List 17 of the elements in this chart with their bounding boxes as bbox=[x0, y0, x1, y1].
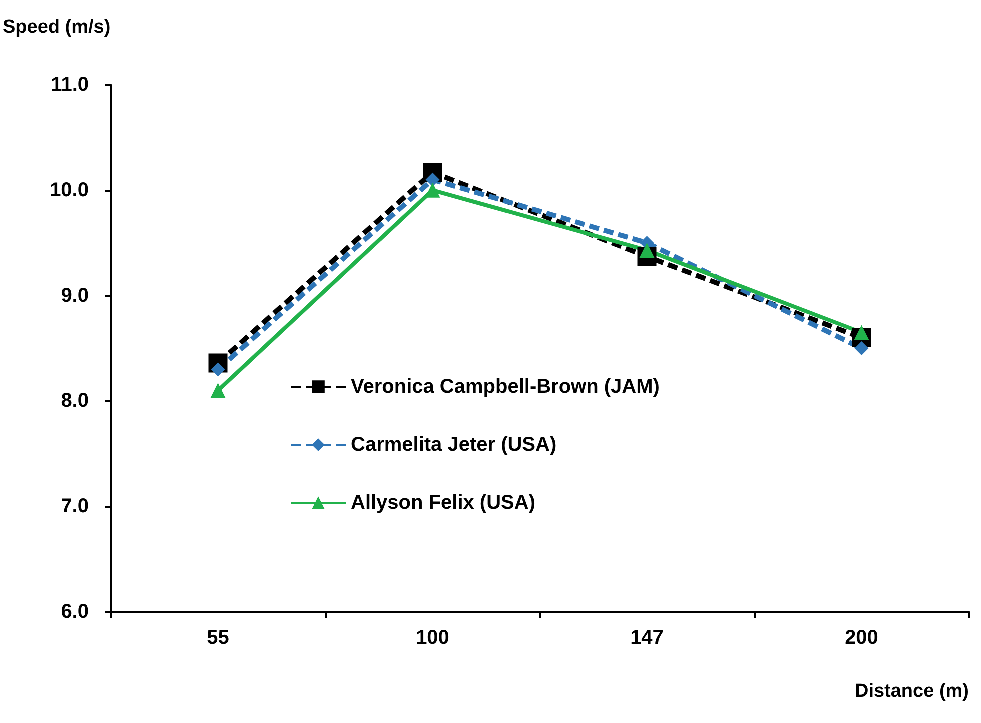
y-axis-title: Speed (m/s) bbox=[3, 17, 111, 38]
x-axis-title: Distance (m) bbox=[854, 681, 969, 702]
legend-label: Veronica Campbell-Brown (JAM) bbox=[351, 376, 660, 398]
y-tick-label: 9.0 bbox=[61, 284, 89, 307]
legend-label: Allyson Felix (USA) bbox=[351, 492, 536, 514]
y-tick-label: 8.0 bbox=[61, 390, 89, 412]
point bbox=[210, 383, 226, 398]
point bbox=[854, 342, 869, 356]
y-tick-label: 11.0 bbox=[51, 74, 89, 96]
x-tick-label: 200 bbox=[845, 627, 878, 649]
x-tick-label: 100 bbox=[416, 627, 450, 649]
x-tick-label: 55 bbox=[207, 627, 230, 649]
x-tick-label: 147 bbox=[630, 627, 664, 649]
y-tick-label: 10.0 bbox=[50, 179, 89, 202]
y-tick-label: 7.0 bbox=[61, 496, 89, 518]
y-tick-label: 6.0 bbox=[61, 601, 89, 623]
legend-label: Carmelita Jeter (USA) bbox=[351, 434, 557, 456]
